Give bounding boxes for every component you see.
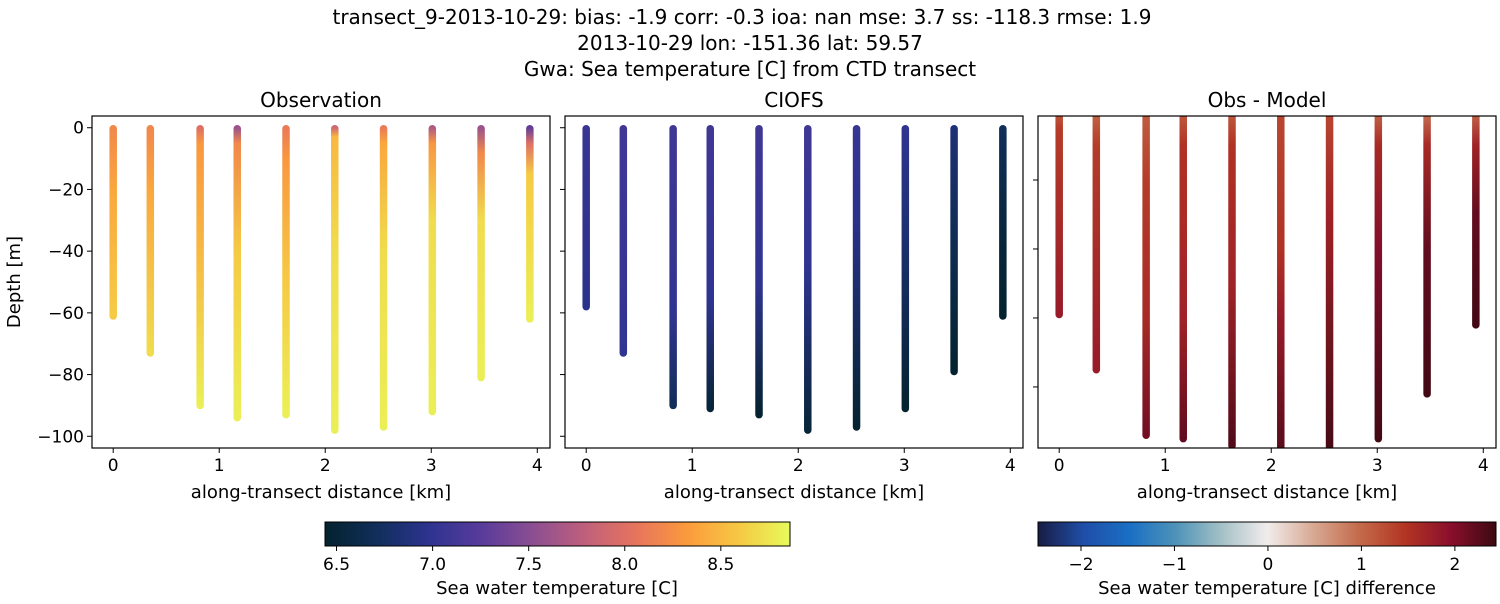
- y-tick-label: −60: [48, 304, 84, 324]
- colorbar-tick-label: 8.0: [611, 555, 638, 575]
- colorbar-tick-label: 0: [1263, 555, 1274, 575]
- colorbar-gradient: [1037, 521, 1497, 547]
- colorbar-temperature: Sea water temperature [C] 6.5 7.0 7.5 8.0 8.…: [323, 521, 791, 599]
- axes-frame: [91, 115, 551, 449]
- panel-obs-minus-model: Obs - Model along-transect distance [km]…: [1033, 88, 1497, 503]
- x-tick-label: 4: [1005, 456, 1016, 476]
- y-tick-label: −40: [48, 242, 84, 262]
- y-axis-label: Depth [m]: [4, 236, 25, 328]
- colorbar-difference: Sea water temperature [C] difference −2 −…: [1037, 521, 1497, 599]
- colorbar-tick-label: −1: [1162, 555, 1187, 575]
- figure-title-line-1: transect_9-2013-10-29: bias: -1.9 corr: …: [332, 5, 1151, 29]
- colorbar-gradient: [324, 521, 791, 547]
- colorbar-label: Sea water temperature [C] difference: [1098, 578, 1436, 599]
- x-tick-label: 2: [1266, 456, 1277, 476]
- x-tick-label: 4: [1478, 456, 1489, 476]
- colorbar-tick-label: 2: [1449, 555, 1460, 575]
- axes-frame: [1037, 115, 1497, 449]
- panel-observation: Observation along-transect distance [km]…: [4, 88, 551, 503]
- casts: [109, 124, 534, 434]
- figure-title-line-2: 2013-10-29 lon: -151.36 lat: 59.57: [577, 31, 923, 55]
- x-tick-label: 1: [687, 456, 698, 476]
- x-tick-label: 0: [1054, 456, 1065, 476]
- panel-title: Obs - Model: [1208, 88, 1327, 112]
- casts: [1055, 116, 1480, 448]
- colorbar-label: Sea water temperature [C]: [436, 578, 678, 599]
- x-tick-label: 2: [793, 456, 804, 476]
- colorbar-tick-label: 7.0: [419, 555, 446, 575]
- panel-title: Observation: [260, 88, 382, 112]
- x-tick-label: 3: [899, 456, 910, 476]
- x-tick-label: 1: [214, 456, 225, 476]
- colorbar-tick-label: 8.5: [707, 555, 734, 575]
- x-tick-label: 3: [426, 456, 437, 476]
- colorbar-tick-label: 1: [1356, 555, 1367, 575]
- x-tick-label: 4: [532, 456, 543, 476]
- y-tick-label: −100: [37, 427, 84, 447]
- colorbar-tick-label: 6.5: [323, 555, 350, 575]
- x-tick-label: 0: [581, 456, 592, 476]
- x-tick-label: 2: [320, 456, 331, 476]
- colorbar-tick-label: 7.5: [515, 555, 542, 575]
- x-tick-label: 0: [108, 456, 119, 476]
- casts: [582, 124, 1007, 434]
- x-tick-label: 1: [1160, 456, 1171, 476]
- y-tick-label: −80: [48, 366, 84, 386]
- x-axis-label: along-transect distance [km]: [664, 482, 924, 503]
- axes-frame: [564, 115, 1024, 449]
- y-tick-label: −20: [48, 180, 84, 200]
- figure-title-line-3: Gwa: Sea temperature [C] from CTD transe…: [524, 57, 976, 81]
- x-axis-label: along-transect distance [km]: [191, 482, 451, 503]
- x-axis-label: along-transect distance [km]: [1137, 482, 1397, 503]
- panel-ciofs: CIOFS along-transect distance [km] 0 1 2 3 4: [560, 88, 1024, 503]
- x-tick-label: 3: [1372, 456, 1383, 476]
- panel-title: CIOFS: [764, 88, 823, 112]
- colorbar-tick-label: −2: [1068, 555, 1093, 575]
- y-tick-label: 0: [73, 119, 84, 139]
